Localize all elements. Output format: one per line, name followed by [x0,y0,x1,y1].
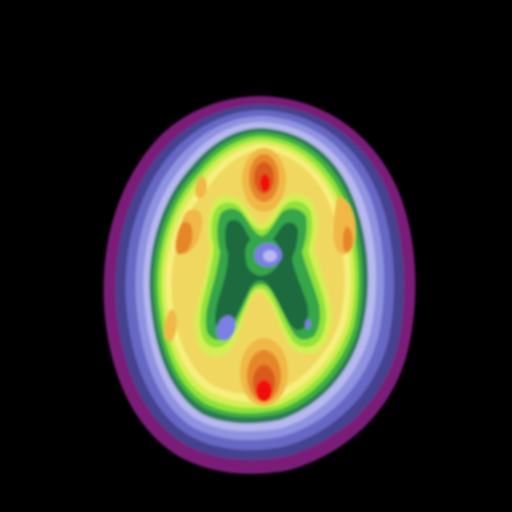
left-posterior-orange [163,309,177,342]
left-upper-orange [195,176,207,199]
left-posterior-ventricle [216,315,236,341]
occipital-hotspot-core [256,380,272,402]
right-posterior-ventricle [305,319,311,329]
left-lateral-orange [175,221,193,255]
right-lateral-orange-core [342,226,353,253]
frontal-hotspot-core [260,174,270,192]
central-ventricle-light [263,250,277,262]
white-matter-region [194,193,332,357]
